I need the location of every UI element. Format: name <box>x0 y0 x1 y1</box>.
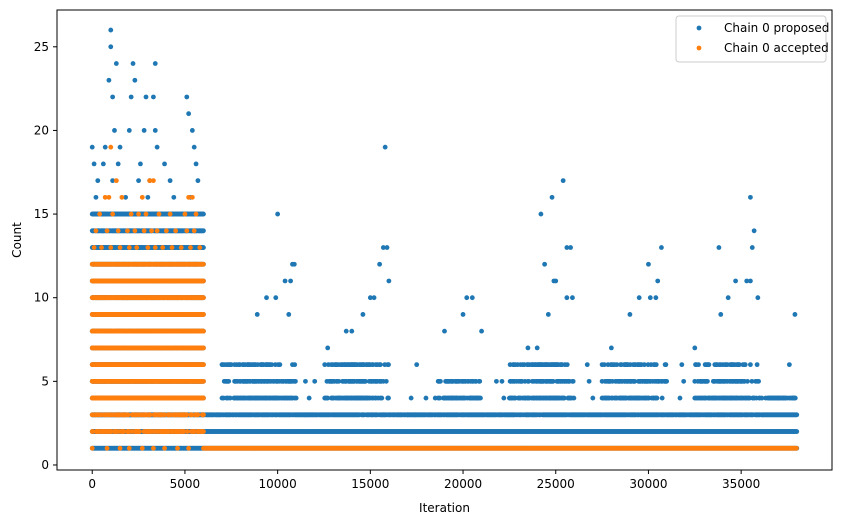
proposed-point <box>201 211 206 217</box>
plot-points <box>89 27 800 451</box>
proposed-point <box>201 245 206 250</box>
proposed-point <box>201 228 206 234</box>
